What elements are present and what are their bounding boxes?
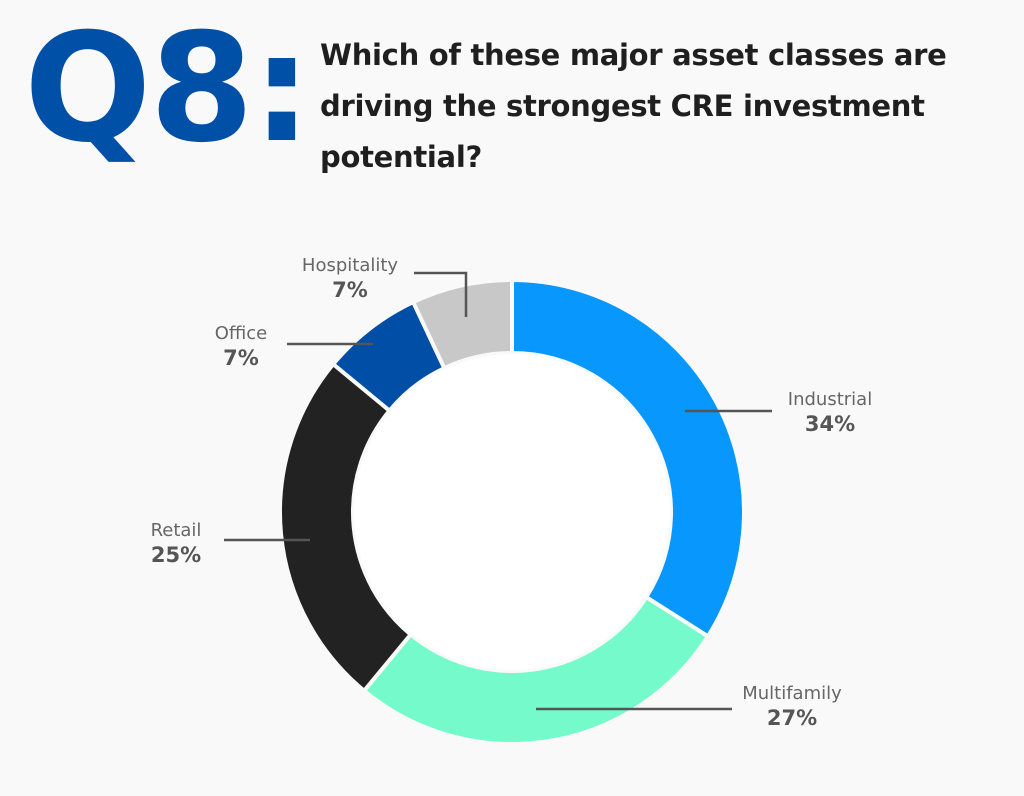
label-office: Office 7% — [191, 323, 291, 371]
donut-slices — [278, 277, 746, 746]
question-title: Which of these major asset classes are d… — [320, 38, 947, 174]
leader-lines — [224, 271, 772, 711]
label-percent: 7% — [332, 278, 368, 302]
label-percent: 25% — [150, 543, 202, 567]
label-percent: 7% — [223, 346, 259, 370]
leader-line-hospitality — [414, 271, 468, 317]
label-hospitality: Hospitality 7% — [290, 255, 410, 303]
slice-multifamily — [361, 594, 711, 746]
label-multifamily: Multifamily 27% — [730, 683, 854, 731]
label-retail: Retail 25% — [126, 520, 226, 568]
slice-industrial — [510, 277, 746, 640]
label-industrial: Industrial 34% — [770, 389, 890, 437]
label-name: Hospitality — [301, 255, 399, 276]
label-percent: 34% — [804, 412, 856, 436]
donut-hole — [354, 354, 670, 670]
slice-retail — [278, 361, 414, 694]
question-number: Q8: — [24, 2, 312, 176]
label-name: Retail — [150, 520, 202, 541]
label-name: Office — [214, 323, 268, 344]
label-name: Multifamily — [742, 683, 842, 704]
label-percent: 27% — [766, 706, 818, 730]
slice-hospitality — [410, 277, 514, 371]
label-name: Industrial — [787, 389, 873, 410]
